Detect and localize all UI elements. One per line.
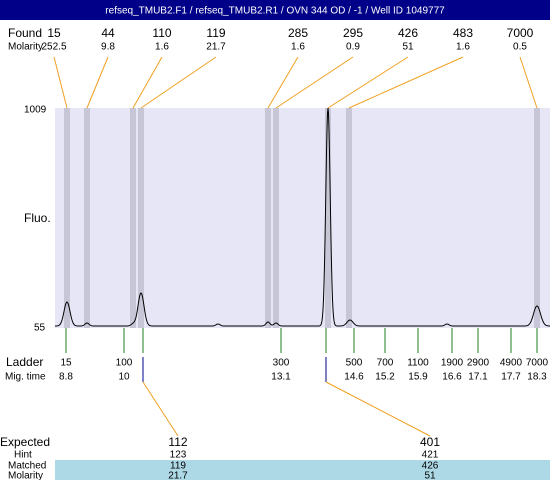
axis-label: Fluo. — [24, 211, 51, 225]
found-molarity-label: Molarity — [8, 42, 43, 53]
mig-time: 13.1 — [271, 372, 291, 383]
found-size: 110 — [152, 26, 171, 40]
found-label: Found — [8, 26, 42, 40]
peak-band — [534, 108, 540, 328]
matched-label: Matched — [8, 461, 46, 472]
title: refseq_TMUB2.F1 / refseq_TMUB2.R1 / OVN … — [105, 6, 445, 17]
mig-time: 10 — [118, 372, 130, 383]
ladder-size: 4900 — [500, 358, 523, 369]
peak-band — [130, 108, 136, 328]
mig-time: 8.8 — [59, 372, 73, 383]
found-connector — [327, 56, 409, 109]
hint-size: 421 — [422, 450, 439, 461]
found-molarity: 0.9 — [346, 42, 360, 53]
expected-label: Expected — [0, 435, 50, 449]
ladder-size: 15 — [60, 358, 72, 369]
found-connector — [267, 56, 299, 109]
mig-time: 15.2 — [375, 372, 395, 383]
peak-band — [138, 108, 144, 328]
found-molarity: 1.6 — [155, 42, 169, 53]
title-bar — [0, 0, 550, 20]
mig-time: 17.1 — [468, 372, 488, 383]
ladder-size: 300 — [273, 358, 290, 369]
expected-connector — [142, 381, 179, 437]
peak-band — [346, 108, 352, 328]
peak-band — [64, 108, 70, 328]
mig-time: 15.9 — [408, 372, 428, 383]
expected-connector — [325, 381, 431, 437]
molarity-label: Molarity — [8, 471, 43, 480]
found-size: 44 — [101, 26, 115, 40]
found-size: 15 — [47, 26, 61, 40]
hint-label: Hint — [14, 450, 32, 461]
ladder-size: 2900 — [467, 358, 490, 369]
found-connector — [348, 56, 464, 109]
found-connector — [132, 56, 163, 109]
matched-size: 119 — [170, 461, 186, 472]
found-size: 483 — [453, 26, 473, 40]
ladder-size: 7000 — [526, 358, 549, 369]
found-molarity: 9.8 — [101, 42, 115, 53]
found-size: 7000 — [507, 26, 534, 40]
matched-size: 426 — [422, 461, 439, 472]
found-connector — [275, 56, 354, 109]
found-molarity: 1.6 — [456, 42, 470, 53]
found-molarity: 21.7 — [206, 42, 226, 53]
mig-time: 16.6 — [442, 372, 462, 383]
found-size: 295 — [343, 26, 363, 40]
ladder-size: 1100 — [407, 358, 429, 369]
ladder-label: Ladder — [6, 355, 43, 369]
peak-band — [84, 108, 90, 328]
found-connector — [53, 56, 68, 109]
found-size: 119 — [206, 26, 225, 40]
mig-time: 17.7 — [501, 372, 521, 383]
matched-band — [55, 460, 550, 480]
found-connector — [140, 56, 217, 109]
found-molarity: 252.5 — [41, 42, 66, 53]
axis-bottom: 55 — [34, 323, 46, 334]
mig-time: 14.6 — [344, 372, 364, 383]
found-size: 285 — [288, 26, 308, 40]
ladder-size: 700 — [377, 358, 394, 369]
matched-molarity: 21.7 — [168, 471, 188, 480]
hint-size: 123 — [170, 450, 187, 461]
peak-band — [265, 108, 271, 328]
ladder-size: 500 — [346, 358, 363, 369]
plot-area — [55, 108, 550, 328]
matched-molarity: 51 — [424, 471, 436, 480]
mig-time-label: Mig. time — [5, 372, 46, 383]
axis-top: 1009 — [24, 105, 47, 116]
found-molarity: 1.6 — [291, 42, 305, 53]
peak-band — [325, 108, 331, 328]
trace — [54, 107, 550, 327]
ladder-size: 1900 — [441, 358, 464, 369]
found-size: 426 — [398, 26, 418, 40]
found-molarity: 51 — [402, 42, 414, 53]
peak-band — [273, 108, 279, 328]
ladder-size: 100 — [116, 358, 133, 369]
expected-size: 401 — [420, 435, 440, 449]
mig-time: 18.3 — [527, 372, 547, 383]
found-molarity: 0.5 — [513, 42, 527, 53]
expected-size: 112 — [168, 435, 187, 449]
found-connector — [86, 56, 109, 109]
found-connector — [519, 56, 538, 109]
